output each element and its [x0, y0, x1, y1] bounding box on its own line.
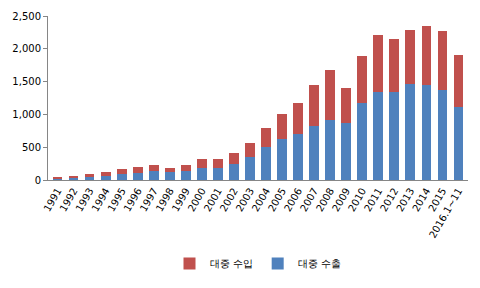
svg-text:2006: 2006: [282, 186, 304, 214]
svg-text:2013: 2013: [394, 186, 416, 214]
svg-text:0: 0: [35, 175, 41, 186]
svg-text:2010: 2010: [346, 186, 368, 214]
svg-text:2000: 2000: [186, 186, 208, 214]
svg-text:2001: 2001: [202, 186, 224, 214]
svg-text:1996: 1996: [122, 186, 144, 214]
svg-text:대중 수출: 대중 수출: [298, 258, 341, 269]
svg-text:2005: 2005: [266, 186, 288, 214]
svg-text:2015: 2015: [426, 186, 448, 214]
svg-text:2012: 2012: [378, 186, 400, 214]
svg-text:2,500: 2,500: [12, 11, 41, 22]
svg-text:1992: 1992: [57, 186, 79, 214]
svg-text:1997: 1997: [138, 186, 160, 214]
svg-text:1,000: 1,000: [12, 109, 41, 120]
svg-text:1995: 1995: [106, 186, 128, 214]
svg-text:2016.1~11: 2016.1~11: [427, 186, 465, 240]
svg-text:2,000: 2,000: [12, 43, 41, 54]
svg-text:1994: 1994: [90, 186, 112, 214]
svg-text:2009: 2009: [330, 186, 352, 214]
svg-text:2011: 2011: [362, 186, 384, 214]
svg-text:2004: 2004: [250, 186, 272, 214]
svg-text:500: 500: [22, 142, 41, 153]
svg-text:2007: 2007: [298, 186, 320, 214]
svg-text:1998: 1998: [154, 186, 176, 214]
svg-text:1,500: 1,500: [12, 76, 41, 87]
svg-text:대중 수입: 대중 수입: [210, 258, 253, 269]
svg-text:1993: 1993: [73, 186, 95, 214]
svg-text:1991: 1991: [41, 186, 63, 214]
svg-text:2003: 2003: [234, 186, 256, 214]
svg-text:1999: 1999: [170, 186, 192, 214]
svg-text:2014: 2014: [410, 186, 432, 214]
svg-text:2002: 2002: [218, 186, 240, 214]
svg-text:2008: 2008: [314, 186, 336, 214]
